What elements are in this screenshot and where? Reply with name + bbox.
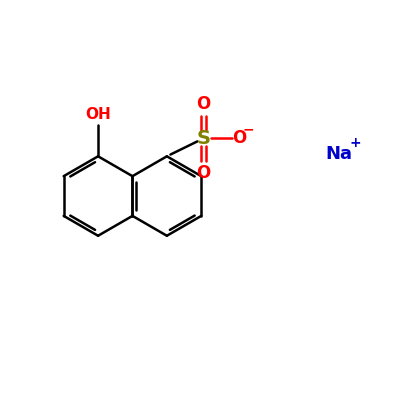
Text: O: O bbox=[196, 164, 210, 182]
Text: O: O bbox=[232, 130, 246, 148]
Text: Na: Na bbox=[326, 145, 352, 163]
Text: OH: OH bbox=[85, 107, 111, 122]
Text: +: + bbox=[350, 136, 362, 150]
Text: −: − bbox=[242, 123, 254, 137]
Text: S: S bbox=[196, 129, 210, 148]
Text: O: O bbox=[196, 95, 210, 113]
